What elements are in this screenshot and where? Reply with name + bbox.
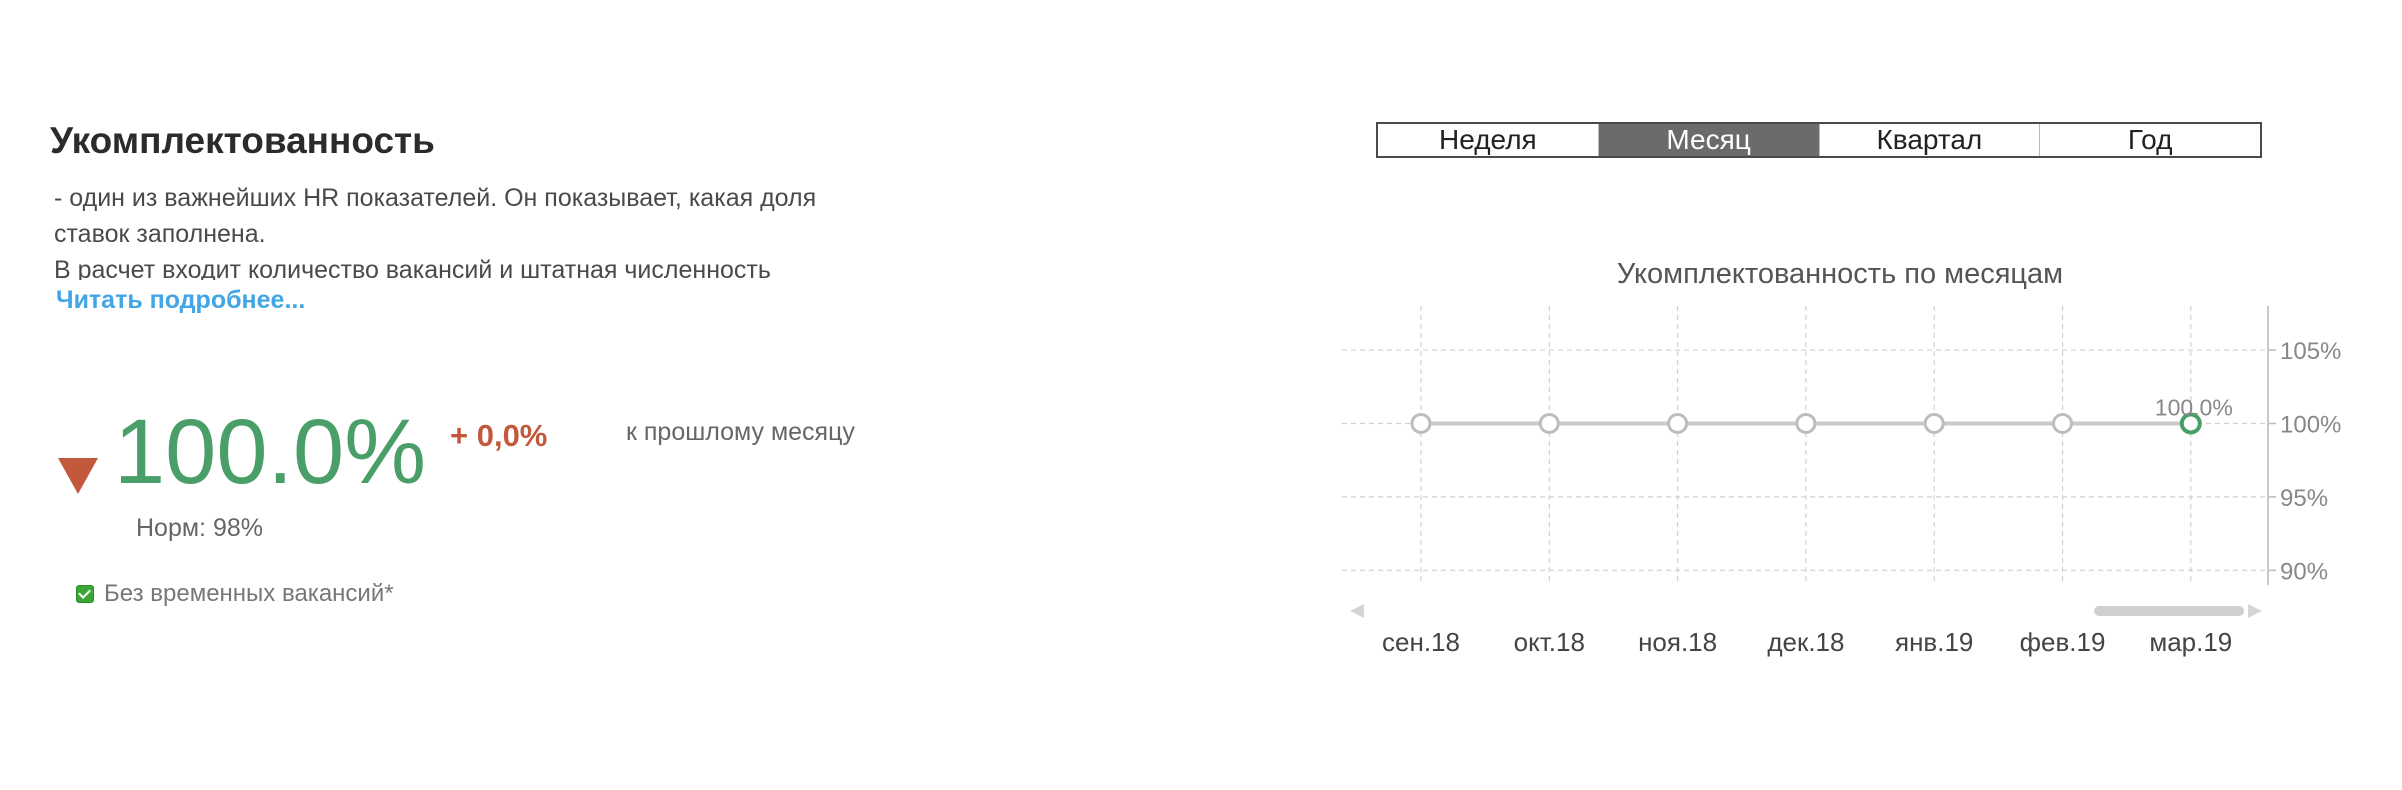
kpi-title: Укомплектованность (50, 120, 435, 161)
delta-caption: к прошлому месяцу (626, 418, 855, 446)
temporary-vacancies-toggle[interactable]: Без временных вакансий* (76, 580, 394, 608)
data-point (1410, 412, 1432, 434)
kpi-delta: + 0,0% (450, 418, 548, 453)
kpi-value: 100.0% (114, 401, 427, 503)
tab-quarter[interactable]: Квартал (1820, 124, 2041, 156)
data-point (1795, 412, 1817, 434)
tab-month[interactable]: Месяц (1598, 124, 1820, 156)
description-line: ставок заполнена. (54, 220, 266, 248)
read-more-link[interactable]: Читать подробнее... (56, 286, 306, 314)
x-tick-label: фев.19 (2020, 627, 2106, 657)
scroll-left-icon (1350, 604, 1364, 618)
data-point (1923, 412, 1945, 434)
y-tick-label: 100% (2280, 411, 2341, 438)
y-tick-label: 95% (2280, 485, 2328, 512)
data-point (1667, 412, 1689, 434)
tab-year[interactable]: Год (2127, 124, 2173, 155)
chart-title: Укомплектованность по месяцам (1616, 258, 2064, 290)
x-tick-label: дек.18 (1767, 627, 1844, 657)
kpi-description: - один из важнейших HR показателей. Он п… (54, 180, 954, 280)
description-line: - один из важнейших HR показателей. Он п… (54, 184, 817, 212)
chart-scrollbar (2094, 606, 2244, 616)
checkbox-checked-icon[interactable] (76, 585, 94, 603)
data-label: 100.0% (2155, 394, 2233, 420)
y-tick-label: 105% (2280, 338, 2341, 365)
tab-week[interactable]: Неделя (1378, 124, 1599, 156)
period-tabs: Неделя Месяц Квартал Год (1376, 122, 2262, 158)
kpi-norm: Норм: 98% (136, 514, 263, 542)
x-tick-label: сен.18 (1382, 627, 1460, 657)
checkbox-label: Без временных вакансий* (104, 580, 394, 607)
scroll-right-icon (2248, 604, 2262, 618)
data-point (1538, 412, 1560, 434)
x-tick-label: ноя.18 (1638, 627, 1717, 657)
description-line: В расчет входит количество вакансий и шт… (54, 256, 771, 280)
data-point-highlighted (2179, 412, 2202, 435)
data-point (2052, 412, 2073, 434)
y-tick-label: 90% (2280, 558, 2328, 585)
x-tick-label: мар.19 (2149, 627, 2232, 657)
x-tick-label: окт.18 (1514, 627, 1585, 657)
trend-down-icon (58, 458, 98, 494)
x-tick-label: янв.19 (1895, 627, 1973, 657)
